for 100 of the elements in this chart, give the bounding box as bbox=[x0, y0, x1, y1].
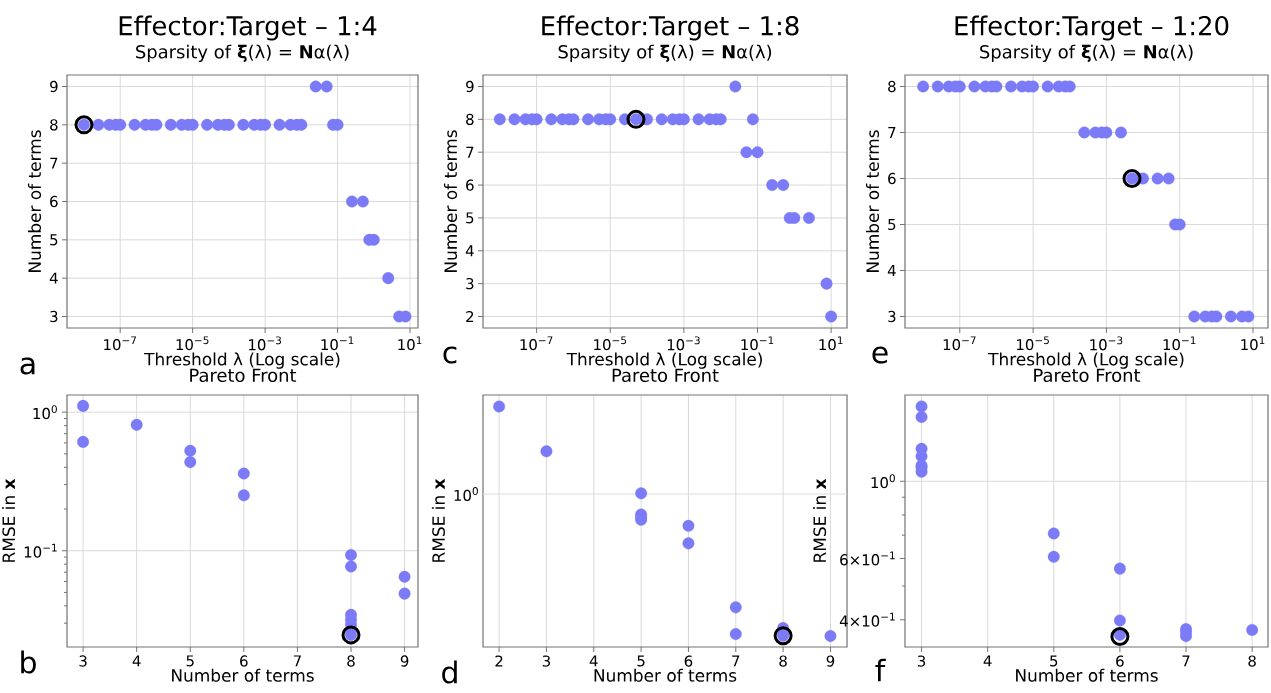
y-tick-label: 7 bbox=[50, 157, 58, 169]
point bbox=[77, 399, 89, 412]
y-axis-title: RMSE in x bbox=[2, 478, 16, 562]
x-tick-label: 3 bbox=[79, 655, 87, 667]
x-tick-label: 10$^{−3}$ bbox=[667, 336, 700, 351]
y-tick-label: 4 bbox=[49, 272, 58, 284]
text: b bbox=[21, 650, 36, 674]
point bbox=[729, 628, 742, 640]
x-tick-label: 10$^{1}$ bbox=[819, 336, 843, 351]
x-tick-label: 10$^{−5}$ bbox=[594, 336, 627, 351]
y-tick-label: 5 bbox=[50, 234, 58, 246]
point bbox=[184, 456, 197, 469]
x-tick-label: 10$^{−7}$ bbox=[943, 336, 976, 351]
point bbox=[682, 537, 695, 550]
x-tick-label: 4 bbox=[132, 655, 141, 667]
x-tick-label: 7 bbox=[732, 655, 740, 667]
point bbox=[682, 519, 695, 532]
point bbox=[493, 400, 506, 413]
y-tick-label: 9 bbox=[50, 80, 58, 93]
x-tick-label: 9 bbox=[826, 655, 835, 667]
x-tick-label: 7 bbox=[293, 655, 301, 667]
x-tick-label: 4 bbox=[983, 655, 992, 667]
y-tick-label: 10$^{0}$ bbox=[33, 405, 57, 420]
point bbox=[398, 587, 411, 600]
y-tick-label: 8 bbox=[50, 119, 58, 131]
point bbox=[1047, 527, 1060, 540]
text: f bbox=[875, 658, 886, 682]
y-axis-title: Number of terms bbox=[443, 130, 458, 272]
chart-subtitle: Sparsity of ξ(λ) = Nα(λ) bbox=[558, 44, 772, 62]
x-tick-label: 6 bbox=[1116, 655, 1124, 667]
point bbox=[1113, 562, 1126, 575]
y-tick-label: 8 bbox=[888, 80, 896, 93]
y-tick-label: 10$^{−1}$ bbox=[24, 543, 57, 558]
point bbox=[635, 487, 648, 500]
x-tick-label: 6 bbox=[240, 655, 248, 667]
x-tick-label: 5 bbox=[637, 655, 645, 667]
x-tick-label: 10$^{−1}$ bbox=[1163, 336, 1196, 351]
y-tick-label: 4×10$^{−1}$ bbox=[839, 612, 895, 627]
y-tick-label: 6 bbox=[888, 172, 896, 185]
y-tick-label: 3 bbox=[888, 310, 896, 323]
chart-title: Effector:Target – 1:8 bbox=[542, 15, 799, 41]
point bbox=[729, 601, 742, 614]
point bbox=[540, 445, 553, 458]
chart-title: Effector:Target – 1:4 bbox=[119, 15, 377, 41]
x-tick-label: 7 bbox=[1182, 655, 1190, 667]
chart-title: Effector:Target – 1:20 bbox=[955, 15, 1229, 41]
point bbox=[1246, 624, 1259, 636]
x-tick-label: 10$^{−1}$ bbox=[741, 336, 774, 351]
x-axis-title: Number of terms bbox=[1016, 668, 1158, 682]
point bbox=[398, 570, 411, 583]
chart-title: Pareto Front bbox=[612, 368, 719, 382]
point bbox=[345, 560, 357, 573]
x-tick-label: 10$^{−5}$ bbox=[1017, 336, 1049, 351]
y-tick-label: 4 bbox=[465, 245, 474, 257]
y-tick-label: 2 bbox=[466, 310, 474, 323]
point bbox=[237, 489, 250, 502]
x-axis-title: Number of terms bbox=[172, 668, 314, 682]
point bbox=[1113, 614, 1126, 627]
point bbox=[237, 467, 250, 480]
x-tick-label: 8 bbox=[779, 655, 787, 667]
y-tick-label: 6 bbox=[466, 179, 474, 191]
x-tick-label: 10$^{1}$ bbox=[398, 336, 422, 351]
y-tick-label: 10$^{0}$ bbox=[871, 474, 895, 489]
y-tick-label: 7 bbox=[466, 146, 474, 158]
x-tick-label: 6 bbox=[684, 655, 693, 667]
x-tick-label: 10$^{−3}$ bbox=[249, 336, 281, 351]
x-tick-label: 10$^{1}$ bbox=[1241, 336, 1265, 351]
point bbox=[77, 436, 89, 448]
chart-subtitle: Sparsity of ξ(λ) = Nα(λ) bbox=[136, 44, 349, 62]
point bbox=[915, 400, 928, 413]
x-tick-label: 10$^{−1}$ bbox=[321, 336, 354, 351]
x-tick-label: 10$^{−7}$ bbox=[104, 336, 137, 351]
x-tick-label: 5 bbox=[1050, 655, 1058, 667]
text: c bbox=[443, 346, 457, 364]
chart-subtitle: Sparsity of ξ(λ) = Nα(λ) bbox=[980, 44, 1193, 62]
y-axis-title: Number of terms bbox=[27, 130, 42, 272]
text: d bbox=[442, 660, 457, 684]
point bbox=[184, 444, 197, 457]
x-axis-title: Number of terms bbox=[594, 668, 737, 682]
x-axis-title: Threshold λ (Log scale) bbox=[988, 352, 1184, 369]
point bbox=[130, 418, 143, 431]
x-tick-label: 10$^{−5}$ bbox=[176, 336, 209, 351]
x-tick-label: 8 bbox=[347, 655, 355, 667]
point bbox=[345, 549, 357, 562]
y-tick-label: 8 bbox=[466, 113, 474, 126]
point bbox=[824, 630, 837, 642]
chart-title: Pareto Front bbox=[1034, 368, 1141, 383]
x-tick-label: 2 bbox=[495, 655, 503, 667]
x-tick-label: 8 bbox=[1248, 655, 1256, 667]
y-tick-label: 3 bbox=[466, 277, 474, 290]
x-tick-label: 9 bbox=[400, 655, 409, 667]
y-tick-label: 3 bbox=[50, 310, 58, 323]
x-tick-label: 3 bbox=[917, 655, 926, 667]
y-axis-title: RMSE in x bbox=[812, 478, 827, 562]
y-tick-label: 6 bbox=[50, 195, 58, 208]
y-tick-label: 6×10$^{−1}$ bbox=[840, 551, 895, 566]
y-tick-label: 7 bbox=[888, 127, 896, 138]
y-tick-label: 5 bbox=[466, 212, 474, 224]
x-tick-label: 3 bbox=[542, 655, 550, 667]
y-axis-title: Number of terms bbox=[865, 130, 880, 272]
